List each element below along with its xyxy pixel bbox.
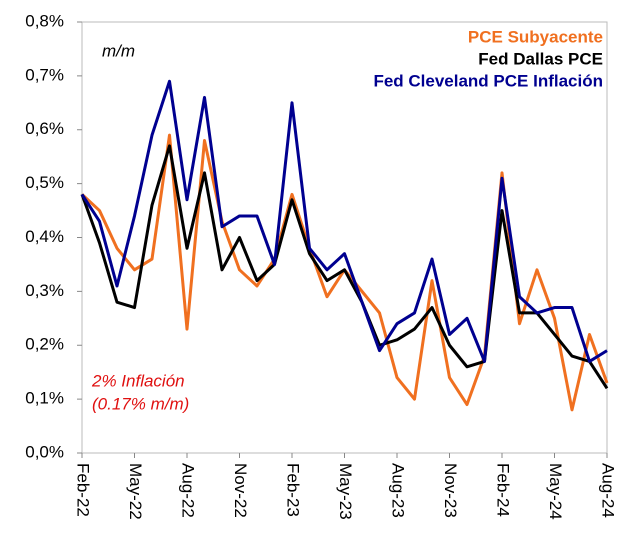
y-tick-label: 0,6% xyxy=(25,119,64,138)
y-tick-label: 0,3% xyxy=(25,281,64,300)
x-tick-label: Aug-23 xyxy=(389,463,408,518)
series-line xyxy=(80,79,608,363)
y-tick-label: 0,1% xyxy=(25,389,64,408)
y-tick-label: 0,5% xyxy=(25,173,64,192)
x-tick-label: Feb-24 xyxy=(494,463,513,517)
x-tick-label: May-22 xyxy=(126,463,145,520)
subtitle: m/m xyxy=(102,41,135,60)
series-line xyxy=(80,144,609,390)
x-tick-label: Nov-22 xyxy=(231,463,250,518)
y-tick-label: 0,8% xyxy=(25,11,64,30)
x-tick-label: Feb-22 xyxy=(74,463,93,517)
annotation: (0.17% m/m) xyxy=(92,394,189,413)
annotation: 2% Inflación xyxy=(91,371,185,390)
x-tick-label: Nov-23 xyxy=(441,463,460,518)
legend-entry: Fed Dallas PCE xyxy=(478,49,603,68)
y-tick-label: 0,7% xyxy=(25,65,64,84)
x-tick-label: May-24 xyxy=(546,463,565,520)
x-tick-label: May-23 xyxy=(336,463,355,520)
legend-entry: Fed Cleveland PCE Inflación xyxy=(373,71,603,90)
legend-entry: PCE Subyacente xyxy=(468,27,603,46)
y-tick-label: 0,4% xyxy=(25,227,64,246)
y-tick-label: 0,2% xyxy=(25,335,64,354)
x-tick-label: Aug-22 xyxy=(179,463,198,518)
x-tick-label: Aug-24 xyxy=(599,463,618,518)
x-tick-label: Feb-23 xyxy=(284,463,303,517)
y-tick-label: 0,0% xyxy=(25,442,64,461)
